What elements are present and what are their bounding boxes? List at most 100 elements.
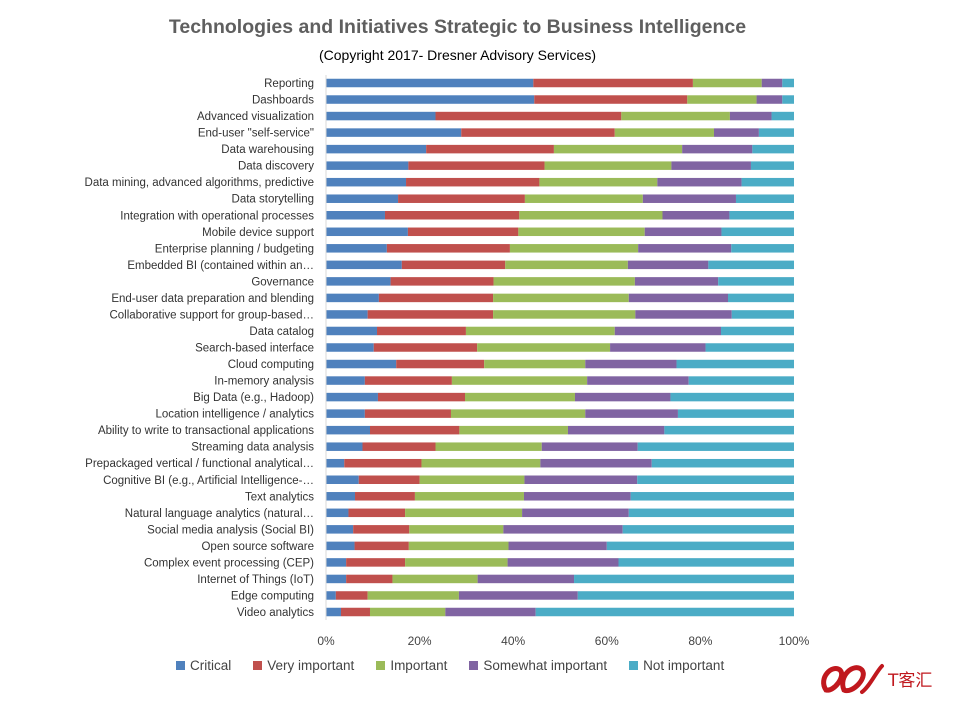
bar-segment-very-important bbox=[364, 376, 452, 385]
bar-segment-important bbox=[518, 227, 645, 237]
category-label: Social media analysis (Social BI) bbox=[147, 524, 314, 536]
category-label: Prepackaged vertical / functional analyt… bbox=[85, 458, 314, 470]
category-label: Data mining, advanced algorithms, predic… bbox=[85, 177, 314, 189]
bar-segment-somewhat-important bbox=[671, 161, 751, 170]
bar-segment-very-important bbox=[373, 343, 478, 352]
bar-segment-somewhat-important bbox=[522, 508, 629, 518]
bar-segment-critical bbox=[326, 492, 356, 501]
bar-segment-somewhat-important bbox=[682, 144, 753, 154]
bar-segment-not-important bbox=[728, 293, 794, 303]
x-tick-label: 60% bbox=[595, 634, 619, 648]
bar-segment-critical bbox=[326, 475, 359, 484]
bar-segment-important bbox=[519, 211, 663, 220]
bar-segment-important bbox=[692, 78, 762, 88]
bar-segment-not-important bbox=[577, 591, 794, 600]
bar-segment-very-important bbox=[358, 475, 420, 484]
category-label: Internet of Things (IoT) bbox=[197, 574, 314, 586]
bar-segment-somewhat-important bbox=[507, 558, 619, 567]
bar-segment-not-important bbox=[630, 492, 794, 501]
category-label: Enterprise planning / budgeting bbox=[155, 243, 314, 255]
watermark-logo: T客汇 bbox=[821, 664, 932, 694]
category-label: Text analytics bbox=[245, 491, 314, 503]
bar-segment-very-important bbox=[354, 541, 409, 551]
bar-segment-somewhat-important bbox=[627, 260, 709, 270]
bar-segment-critical bbox=[326, 591, 336, 600]
bar-segment-important bbox=[621, 111, 730, 121]
bar-segment-not-important bbox=[651, 458, 794, 468]
x-tick-label: 100% bbox=[779, 634, 810, 648]
bar-segment-somewhat-important bbox=[713, 128, 759, 137]
bar-segment-important bbox=[539, 177, 658, 187]
bar-segment-important bbox=[405, 558, 508, 567]
category-label: Data discovery bbox=[238, 161, 314, 173]
bar-segment-important bbox=[484, 359, 586, 369]
bar-segment-not-important bbox=[535, 607, 794, 617]
bar-segment-important bbox=[544, 161, 672, 170]
bar-segment-important bbox=[493, 310, 636, 319]
bar-segment-not-important bbox=[721, 227, 794, 237]
category-label: Streaming data analysis bbox=[191, 442, 314, 454]
bar-segment-somewhat-important bbox=[642, 194, 736, 203]
category-label: Open source software bbox=[201, 541, 314, 553]
bar-segment-somewhat-important bbox=[477, 574, 575, 584]
chart-legend: Critical Very important Important Somewhat … bbox=[176, 658, 724, 673]
bar-segment-important bbox=[505, 260, 628, 270]
legend-swatch bbox=[629, 661, 639, 670]
bar-segment-somewhat-important bbox=[540, 458, 652, 468]
chart-title: Technologies and Initiatives Strategic t… bbox=[168, 16, 747, 38]
bar-segment-very-important bbox=[364, 409, 451, 418]
category-label: Video analytics bbox=[237, 607, 314, 619]
bar-segment-important bbox=[465, 326, 615, 336]
bar-segment-not-important bbox=[705, 343, 794, 352]
legend-label: Not important bbox=[643, 658, 725, 673]
bar-segment-not-important bbox=[782, 95, 794, 104]
bar-segment-critical bbox=[326, 359, 397, 369]
bar-segment-critical bbox=[326, 442, 363, 451]
bar-segment-very-important bbox=[355, 492, 415, 501]
bar-segment-not-important bbox=[708, 260, 794, 270]
bar-segment-important bbox=[524, 194, 643, 203]
bar-segment-critical bbox=[326, 95, 535, 104]
bar-segment-important bbox=[451, 376, 588, 385]
category-label: Data storytelling bbox=[232, 194, 314, 206]
bar-segment-critical bbox=[326, 392, 378, 402]
bar-segment-critical bbox=[326, 177, 407, 187]
legend-item: Very important bbox=[253, 658, 354, 673]
bar-segment-important bbox=[509, 244, 639, 253]
bar-segment-important bbox=[614, 128, 714, 137]
legend-label: Critical bbox=[190, 658, 232, 673]
bar-segment-important bbox=[477, 343, 611, 352]
legend-item: Critical bbox=[176, 658, 231, 673]
bar-segment-not-important bbox=[574, 574, 794, 584]
bar-segment-somewhat-important bbox=[657, 177, 742, 187]
bar-segment-very-important bbox=[398, 194, 525, 203]
category-label: Data warehousing bbox=[221, 144, 314, 156]
bar-segment-very-important bbox=[335, 591, 368, 600]
bar-segment-not-important bbox=[731, 244, 794, 253]
chart-subtitle: (Copyright 2017- Dresner Advisory Servic… bbox=[319, 47, 596, 63]
category-label: End-user "self-service" bbox=[198, 128, 314, 140]
bar-segment-critical bbox=[326, 508, 349, 518]
bar-segment-not-important bbox=[752, 144, 794, 154]
bar-segment-important bbox=[493, 293, 629, 303]
bar-segment-somewhat-important bbox=[662, 211, 730, 220]
bar-segment-very-important bbox=[340, 607, 370, 617]
category-label: Ability to write to transactional applic… bbox=[98, 425, 314, 437]
bar-segment-not-important bbox=[628, 508, 794, 518]
bar-segment-critical bbox=[326, 194, 399, 203]
category-label: Integration with operational processes bbox=[120, 210, 314, 222]
bar-segment-critical bbox=[326, 574, 347, 584]
category-label: End-user data preparation and blending bbox=[111, 293, 314, 305]
x-tick-label: 20% bbox=[408, 634, 432, 648]
bar-segment-very-important bbox=[362, 442, 436, 451]
bar-segment-important bbox=[435, 442, 542, 451]
bar-segment-very-important bbox=[407, 227, 519, 237]
bar-segment-important bbox=[493, 277, 635, 286]
bar-segment-important bbox=[421, 458, 541, 468]
bar-segment-very-important bbox=[408, 161, 545, 170]
bar-segment-very-important bbox=[346, 574, 393, 584]
bar-segment-very-important bbox=[401, 260, 506, 270]
bar-segment-not-important bbox=[637, 442, 794, 451]
bar-segment-not-important bbox=[622, 525, 794, 534]
bar-segment-critical bbox=[326, 409, 365, 418]
